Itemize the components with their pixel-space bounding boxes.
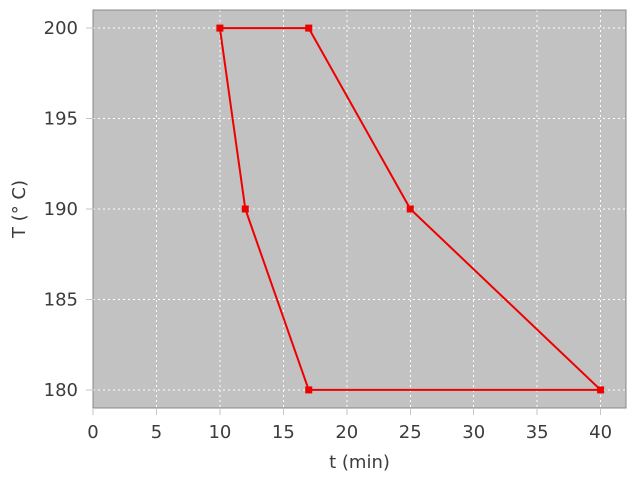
- x-tick-label-5: 5: [151, 422, 162, 443]
- x-tick-label-10: 10: [208, 422, 231, 443]
- y-tick-label-180: 180: [44, 380, 78, 401]
- data-point-marker-10-200: [216, 24, 224, 32]
- y-tick-label-190: 190: [44, 199, 78, 220]
- x-tick-label-20: 20: [335, 422, 358, 443]
- x-tick-label-0: 0: [87, 422, 98, 443]
- x-tick-label-15: 15: [272, 422, 295, 443]
- data-point-marker-17-180: [305, 386, 313, 394]
- plot-frame: [92, 9, 627, 409]
- data-point-marker-25-190: [406, 205, 414, 213]
- x-tick-label-40: 40: [589, 422, 612, 443]
- y-tick-label-195: 195: [44, 109, 78, 130]
- data-point-marker-17-200: [305, 24, 313, 32]
- x-tick-label-25: 25: [399, 422, 422, 443]
- data-point-marker-40-180: [597, 386, 605, 394]
- data-point-marker-12-190: [241, 205, 249, 213]
- x-tick-label-30: 30: [462, 422, 485, 443]
- x-tick-label-35: 35: [526, 422, 549, 443]
- y-tick-label-200: 200: [44, 18, 78, 39]
- y-tick-label-185: 185: [44, 289, 78, 310]
